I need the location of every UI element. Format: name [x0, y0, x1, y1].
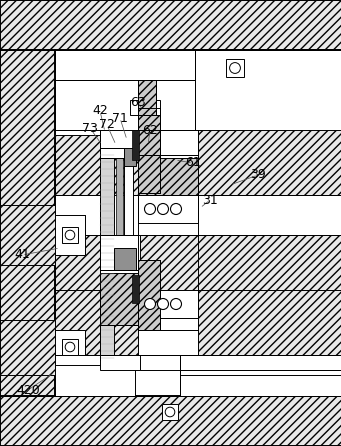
Text: 63: 63	[130, 96, 146, 110]
Text: 42: 42	[92, 104, 108, 117]
Bar	[124, 148, 136, 166]
Text: 41: 41	[14, 248, 30, 261]
Bar	[62, 339, 78, 355]
Bar	[162, 404, 178, 420]
Bar	[55, 80, 195, 135]
Circle shape	[229, 62, 240, 74]
Text: 39: 39	[250, 169, 266, 182]
Bar	[180, 370, 341, 396]
Bar	[138, 318, 198, 330]
Bar	[100, 155, 114, 360]
Bar	[130, 100, 160, 115]
Bar	[55, 330, 85, 365]
Bar	[116, 155, 123, 275]
Bar	[55, 195, 341, 235]
Bar	[132, 130, 139, 160]
Circle shape	[65, 342, 75, 352]
Bar	[0, 396, 341, 446]
Bar	[100, 270, 160, 325]
Bar	[132, 275, 139, 303]
Bar	[55, 50, 195, 130]
Bar	[138, 330, 198, 355]
Bar	[55, 50, 195, 95]
Circle shape	[65, 230, 75, 240]
Bar	[55, 330, 85, 365]
Bar	[100, 235, 140, 273]
Text: 31: 31	[202, 194, 218, 206]
Bar	[138, 260, 160, 330]
Bar	[55, 355, 180, 370]
Bar	[138, 130, 198, 158]
Bar	[138, 80, 156, 115]
Bar	[55, 290, 341, 370]
Bar	[114, 248, 136, 270]
Bar	[138, 155, 198, 195]
Circle shape	[170, 298, 181, 310]
Bar	[100, 355, 140, 370]
Bar	[138, 155, 198, 195]
Bar	[124, 155, 133, 275]
Bar	[138, 260, 160, 330]
Bar	[138, 80, 156, 115]
Circle shape	[170, 203, 181, 215]
Bar	[62, 227, 78, 243]
Bar	[0, 50, 55, 396]
Bar	[55, 215, 85, 255]
Circle shape	[158, 298, 168, 310]
Bar	[100, 148, 150, 158]
Bar	[138, 108, 160, 193]
Text: 62: 62	[142, 124, 158, 136]
Bar	[138, 195, 198, 223]
Bar	[0, 205, 55, 265]
Bar	[0, 320, 55, 375]
Circle shape	[145, 203, 155, 215]
Text: 71: 71	[112, 112, 128, 124]
Bar	[55, 130, 341, 290]
Bar	[100, 270, 160, 325]
Text: 73: 73	[82, 121, 98, 135]
Circle shape	[158, 203, 168, 215]
Circle shape	[145, 298, 155, 310]
Bar	[55, 215, 85, 255]
Circle shape	[165, 407, 175, 417]
Bar	[180, 355, 341, 375]
Text: 61: 61	[185, 157, 201, 169]
Bar	[0, 0, 341, 50]
Bar	[55, 365, 135, 396]
Bar	[55, 370, 90, 396]
Text: 420: 420	[16, 384, 40, 396]
Bar	[138, 108, 160, 193]
Bar	[100, 130, 150, 155]
Text: 72: 72	[99, 119, 115, 132]
Bar	[138, 290, 198, 318]
Bar	[226, 59, 244, 77]
